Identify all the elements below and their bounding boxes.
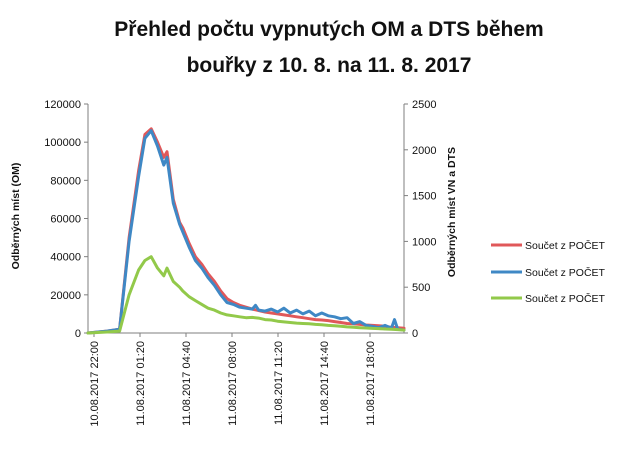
- y-left-tick-label: 60000: [50, 214, 81, 226]
- x-tick-label: 10.08.2017 22:00: [89, 341, 101, 427]
- x-tick-label: 11.08.2017 08:00: [227, 341, 239, 426]
- legend-label-3: Součet z POČET: [525, 292, 606, 305]
- y-right-tick-label: 2500: [412, 99, 436, 111]
- y-left-tick-label: 40000: [50, 252, 81, 264]
- legend: Součet z POČET Součet z POČET Součet z P…: [491, 239, 606, 305]
- y-right-tick-label: 1000: [412, 236, 436, 248]
- y-right-tick-label: 2000: [412, 145, 436, 157]
- x-tick-label: 11.08.2017 01:20: [135, 341, 147, 426]
- y-left-tick-label: 120000: [44, 99, 81, 111]
- y-axis-left-label: Odběrných míst (OM): [10, 163, 22, 270]
- legend-label-2: Součet z POČET: [525, 266, 606, 279]
- chart-title-line-1: Přehled počtu vypnutých OM a DTS během: [114, 18, 543, 41]
- plot-area: 0 20000 40000 60000 80000 100000 120000 0 500 100…: [44, 99, 436, 427]
- legend-label-1: Součet z POČET: [525, 239, 606, 252]
- x-tick-label: 11.08.2017 04:40: [181, 341, 193, 426]
- y-left-tick-label: 80000: [50, 175, 81, 187]
- series-line-1: [86, 127, 406, 335]
- y-left-tick-label: 100000: [44, 137, 81, 149]
- x-tick-label: 11.08.2017 18:00: [365, 341, 377, 426]
- x-tick-label: 11.08.2017 11:20: [273, 341, 285, 425]
- y-right-tick-label: 500: [412, 282, 430, 294]
- chart-title-line-2: bouřky z 10. 8. na 11. 8. 2017: [187, 54, 472, 77]
- y-left-tick-label: 20000: [50, 290, 81, 302]
- series-line-2: [86, 129, 406, 335]
- y-left-tick-label: 0: [75, 328, 81, 340]
- y-axis-right-label: Odběrných míst VN a DTS: [446, 147, 458, 277]
- y-right-tick-label: 0: [412, 328, 418, 340]
- x-tick-label: 11.08.2017 14:40: [319, 341, 331, 426]
- y-right-tick-label: 1500: [412, 191, 436, 203]
- series-line-3: [86, 255, 406, 335]
